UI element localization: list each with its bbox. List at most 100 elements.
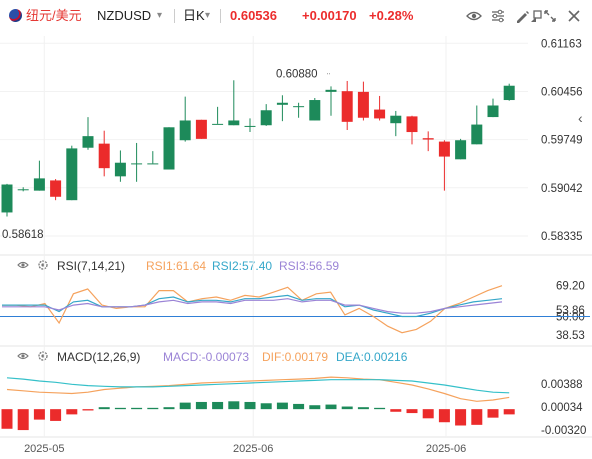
candle-body: [374, 109, 386, 119]
high-price-label: 0.60880: [276, 69, 318, 81]
macd-histogram-bar: [471, 409, 483, 425]
date-axis-label: 2025-05: [24, 443, 64, 455]
expand-icon[interactable]: [542, 8, 558, 24]
macd-histogram-bar: [341, 406, 353, 410]
candle-body: [212, 123, 224, 125]
rsi3-value: RSI3:56.59: [279, 259, 340, 273]
price-tick-label: 0.60456: [541, 86, 583, 98]
dea-line: [6, 377, 510, 394]
macd-histogram-bar: [260, 403, 272, 410]
candle-body: [147, 163, 159, 165]
pair-symbol[interactable]: NZDUSD: [97, 8, 152, 23]
settings-icon[interactable]: [490, 8, 506, 24]
macd-histogram-bar: [325, 404, 337, 410]
macd-histogram-bar: [195, 401, 207, 410]
candle-body: [390, 115, 402, 124]
date-axis-label: 2025-06: [233, 443, 273, 455]
macd-histogram-bar: [276, 402, 288, 410]
price-tick-label: 0.59042: [541, 183, 583, 195]
divider: [174, 9, 175, 23]
candle-body: [98, 143, 110, 169]
chevron-left-icon[interactable]: ‹: [578, 110, 583, 126]
macd-histogram-bar: [212, 401, 224, 410]
macd-histogram-bar: [66, 409, 78, 415]
macd-histogram-bar: [487, 409, 499, 418]
candle-body: [341, 91, 353, 122]
macd-tick-label: 0.00034: [541, 402, 583, 414]
candle-body: [455, 140, 467, 160]
candle-body: [406, 116, 418, 133]
candle-body: [131, 163, 143, 165]
macd-panel-header: MACD(12,26,9) MACD:-0.00073 DIF:0.00179 …: [0, 349, 440, 365]
price-tick-label: 0.58335: [541, 231, 583, 243]
rsi2-value: RSI2:57.40: [212, 259, 273, 273]
candle-body: [438, 141, 450, 157]
candle-body: [309, 100, 321, 121]
candle-body: [163, 127, 175, 170]
macd-histogram-bar: [163, 407, 175, 410]
price-tick-label: 0.59749: [541, 135, 583, 147]
eye-icon[interactable]: [17, 259, 29, 271]
candle-body: [244, 125, 256, 127]
candle-body: [114, 162, 126, 177]
macd-histogram-bar: [131, 407, 143, 410]
macd-histogram-bar: [422, 409, 434, 419]
chart-header: 纽元/美元 NZDUSD ▾ 日K ▾ 0.60536 +0.00170 +0.…: [0, 0, 592, 32]
period-selector[interactable]: 日K: [183, 8, 205, 23]
candle-body: [50, 180, 62, 197]
macd-indicator-name[interactable]: MACD(12,26,9): [57, 350, 141, 364]
rsi1-value: RSI1:61.64: [146, 259, 207, 273]
price-change-percent: +0.28%: [369, 8, 414, 23]
divider: [220, 9, 221, 23]
candle-body: [1, 184, 13, 213]
draw-icon[interactable]: [514, 8, 530, 24]
eye-icon[interactable]: [466, 8, 482, 24]
macd-histogram-bar: [33, 409, 45, 420]
macd-histogram-bar: [1, 409, 13, 429]
macd-histogram-bar: [503, 409, 515, 415]
dif-value: DIF:0.00179: [262, 350, 329, 364]
rsi-indicator-name[interactable]: RSI(7,14,21): [57, 259, 126, 273]
macd-histogram-bar: [455, 409, 467, 426]
chevron-down-icon[interactable]: ▾: [157, 10, 163, 21]
macd-histogram-bar: [357, 407, 369, 410]
shapes-icon[interactable]: [528, 8, 544, 24]
candle-body: [422, 138, 434, 140]
candle-body: [179, 120, 191, 141]
candle-body: [82, 136, 94, 148]
macd-histogram-bar: [228, 401, 240, 410]
macd-histogram-bar: [390, 409, 402, 412]
last-price: 0.60536: [230, 8, 277, 23]
close-icon[interactable]: [566, 8, 582, 24]
macd-value: MACD:-0.00073: [163, 350, 250, 364]
candle-body: [66, 148, 78, 201]
dea-value: DEA:0.00216: [336, 350, 408, 364]
pair-name-cn[interactable]: 纽元/美元: [26, 8, 82, 23]
low-price-label: 0.58618: [2, 229, 44, 241]
candle-body: [276, 102, 288, 105]
macd-tick-label: -0.00320: [541, 425, 586, 437]
macd-histogram-bar: [293, 403, 305, 410]
macd-histogram-bar: [82, 409, 94, 411]
macd-histogram-bar: [98, 407, 110, 410]
macd-histogram-bar: [438, 409, 450, 423]
macd-histogram-bar: [309, 405, 321, 410]
nz-flag-icon: [9, 9, 22, 22]
eye-icon[interactable]: [17, 350, 29, 362]
candle-body: [195, 119, 207, 139]
macd-histogram-bar: [179, 402, 191, 410]
macd-histogram-bar: [147, 407, 159, 410]
chevron-down-icon[interactable]: ▾: [205, 10, 211, 21]
rsi-tick-label: 53.86: [556, 305, 585, 317]
macd-histogram-bar: [17, 409, 29, 431]
candle-body: [33, 178, 45, 191]
macd-histogram-bar: [114, 407, 126, 410]
candle-body: [487, 105, 499, 118]
rsi-tick-label: 50.00: [556, 311, 585, 323]
macd-histogram-bar: [244, 401, 256, 410]
candle-body: [503, 85, 515, 101]
date-axis-label: 2025-06: [426, 443, 466, 455]
rsi3-line: [2, 298, 503, 314]
rsi1-line: [2, 285, 503, 334]
